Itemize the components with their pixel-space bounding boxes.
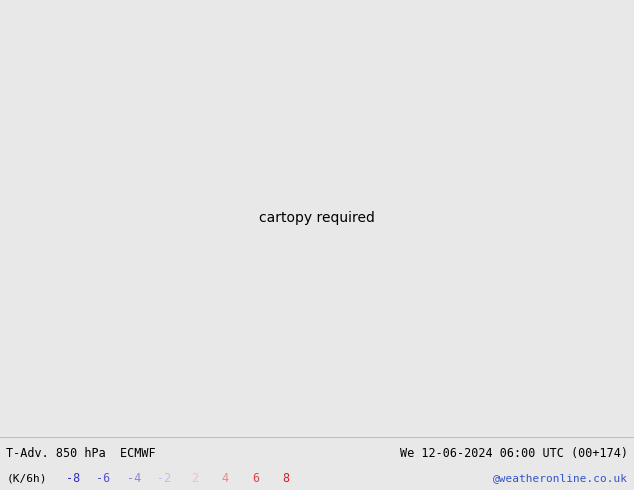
Text: We 12-06-2024 06:00 UTC (00+174): We 12-06-2024 06:00 UTC (00+174) — [399, 447, 628, 460]
Text: -8: -8 — [66, 472, 80, 485]
Text: @weatheronline.co.uk: @weatheronline.co.uk — [493, 473, 628, 483]
Text: 6: 6 — [252, 472, 259, 485]
Text: cartopy required: cartopy required — [259, 211, 375, 225]
Text: 4: 4 — [221, 472, 229, 485]
Text: T-Adv. 850 hPa  ECMWF: T-Adv. 850 hPa ECMWF — [6, 447, 156, 460]
Text: -2: -2 — [157, 472, 171, 485]
Text: 2: 2 — [191, 472, 198, 485]
Text: -4: -4 — [127, 472, 141, 485]
Text: -6: -6 — [96, 472, 110, 485]
Text: (K/6h): (K/6h) — [6, 473, 47, 483]
Text: 8: 8 — [282, 472, 290, 485]
